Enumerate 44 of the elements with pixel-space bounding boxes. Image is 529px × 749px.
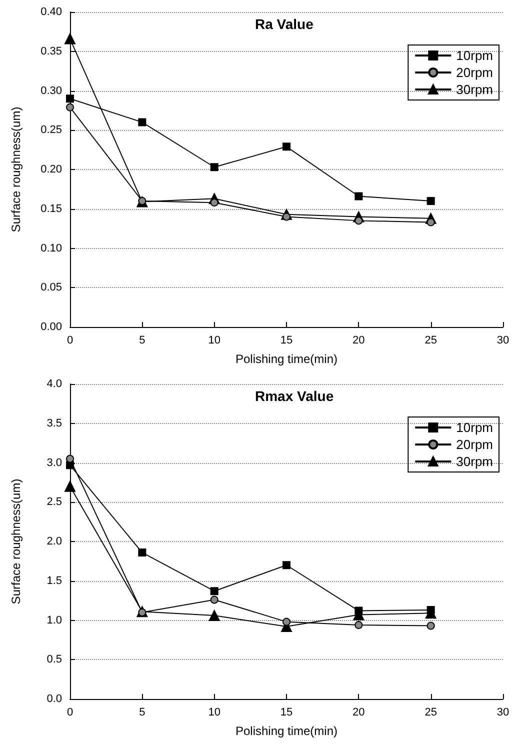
y-tick-label: 0.25 [40, 124, 62, 136]
legend-label: 10rpm [456, 420, 494, 435]
y-axis-title: Surface roughness(um) [9, 478, 23, 604]
y-tick-label: 0.05 [40, 282, 62, 294]
y-tick-label: 0.15 [40, 202, 62, 215]
x-tick-label: 0 [66, 706, 74, 718]
y-tick-label: 2.0 [46, 536, 62, 548]
x-axis-title: Polishing time(min) [235, 724, 338, 738]
y-tick-label: 0.00 [40, 321, 62, 333]
y-tick-label: 0.5 [46, 654, 62, 666]
x-tick-label: 30 [496, 706, 510, 718]
chart-title: Rmax Value [255, 388, 334, 404]
x-tick-label: 20 [352, 334, 365, 346]
x-tick-label: 5 [139, 334, 146, 346]
x-tick-label: 15 [280, 334, 293, 346]
y-tick-label: 0.20 [40, 164, 62, 176]
x-tick-label: 5 [139, 706, 146, 718]
y-tick-label: 1.0 [46, 614, 62, 626]
x-tick-label: 15 [280, 706, 293, 718]
x-tick-label: 25 [424, 706, 437, 718]
legend-label: 20rpm [456, 65, 494, 80]
y-tick-label: 3.0 [46, 456, 62, 469]
legend-label: 30rpm [456, 454, 494, 469]
y-tick-label: 0.30 [40, 84, 62, 97]
y-tick-label: 0.35 [40, 45, 62, 58]
x-axis-title: Polishing time(min) [235, 352, 338, 366]
x-tick-label: 30 [496, 334, 510, 346]
legend-label: 30rpm [456, 82, 494, 97]
y-tick-label: 1.5 [46, 574, 62, 587]
x-tick-label: 20 [352, 706, 365, 718]
y-tick-label: 0.10 [40, 242, 62, 254]
y-tick-label: 2.5 [46, 496, 62, 508]
x-tick-label: 10 [208, 334, 220, 346]
x-tick-label: 0 [66, 334, 74, 346]
y-tick-label: 4.0 [46, 378, 62, 390]
legend-label: 20rpm [456, 437, 494, 452]
y-tick-label: 3.5 [46, 417, 62, 430]
x-tick-label: 25 [424, 334, 437, 346]
y-tick-label: 0.0 [46, 693, 62, 705]
y-tick-label: 0.40 [40, 6, 62, 18]
x-tick-label: 10 [208, 706, 220, 718]
legend-label: 10rpm [456, 48, 494, 63]
y-axis-title: Surface roughness(um) [9, 106, 23, 232]
chart-title: Ra Value [255, 16, 314, 32]
